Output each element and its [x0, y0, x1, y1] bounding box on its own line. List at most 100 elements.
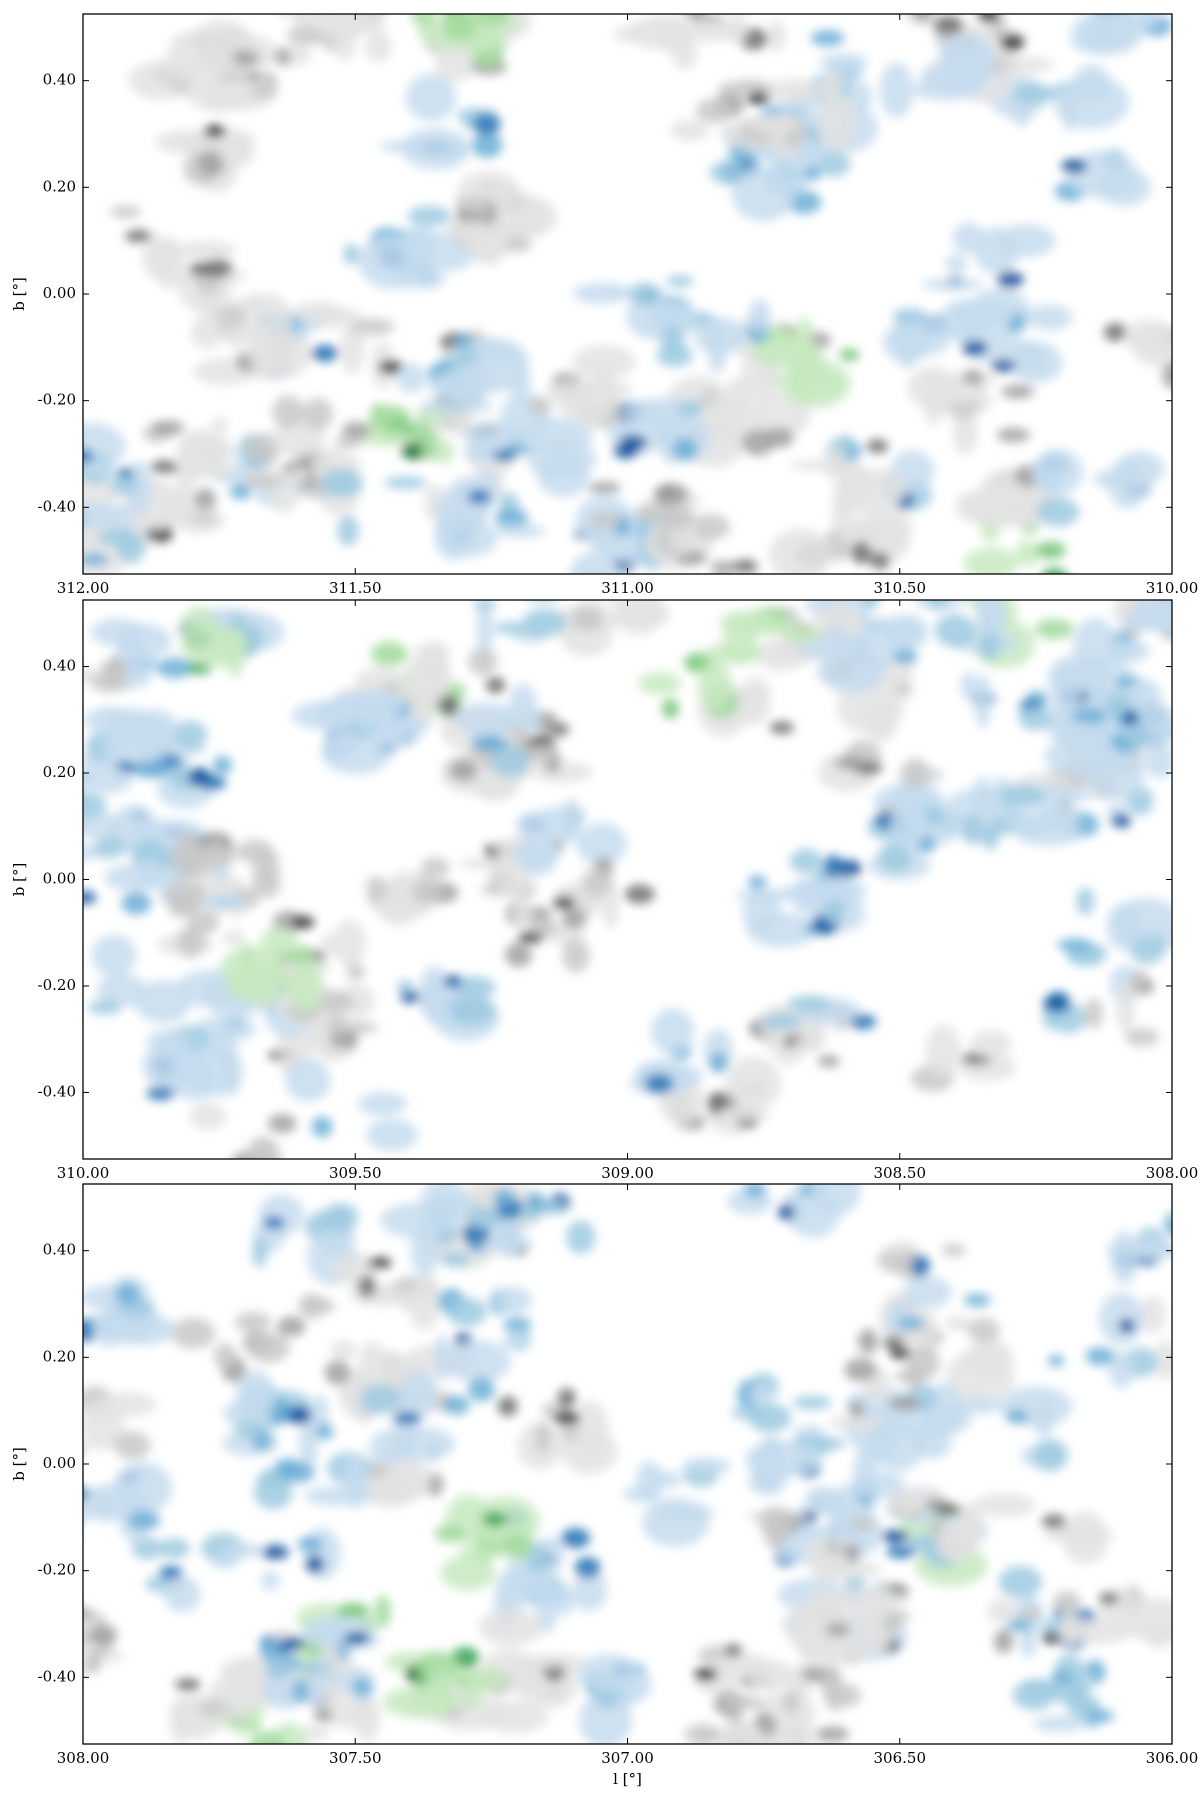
emission-blob [212, 864, 230, 882]
emission-blob [746, 912, 817, 948]
emission-blob [277, 1316, 306, 1337]
emission-blob [819, 53, 869, 71]
emission-blob [396, 363, 426, 393]
emission-blob [512, 895, 533, 932]
emission-blob [173, 1694, 223, 1740]
emission-blob [39, 453, 62, 481]
emission-blob [464, 1667, 509, 1692]
emission-blob [749, 1383, 775, 1404]
emission-blob [819, 647, 884, 694]
emission-blob [890, 798, 928, 849]
emission-blob [520, 1654, 591, 1669]
emission-blob [422, 1673, 456, 1715]
y-tick-label: -0.20 [38, 1561, 76, 1579]
emission-blob [955, 490, 996, 523]
emission-blob [693, 1667, 718, 1682]
emission-blob [710, 560, 740, 574]
emission-blob [526, 1540, 550, 1574]
emission-blob [267, 467, 300, 513]
emission-blob [1078, 671, 1096, 686]
emission-blob [1036, 497, 1080, 527]
emission-blob [492, 1188, 516, 1207]
emission-blob [748, 298, 771, 333]
emission-blob [881, 1610, 903, 1635]
x-tick-label: 311.00 [601, 579, 654, 597]
emission-blob [890, 313, 952, 357]
y-tick-label: 0.40 [43, 71, 76, 89]
emission-blob [789, 176, 809, 191]
emission-blob [219, 137, 255, 168]
x-tick-label: 309.00 [601, 1164, 654, 1182]
emission-blob [353, 1693, 381, 1742]
x-tick-label: 306.50 [874, 1749, 927, 1767]
emission-blob [420, 399, 494, 414]
emission-blob [582, 868, 612, 898]
emission-blob [1000, 33, 1025, 52]
emission-blob [801, 1666, 822, 1682]
emission-blob [936, 1524, 979, 1563]
emission-blob [364, 30, 393, 63]
emission-blob [515, 811, 552, 840]
emission-blob [1180, 337, 1200, 375]
emission-blob [741, 429, 775, 456]
emission-blob [990, 359, 1016, 373]
x-tick-label: 307.00 [601, 1749, 654, 1767]
emission-blob [503, 1533, 532, 1557]
emission-blob [384, 476, 427, 490]
emission-blob [495, 524, 546, 538]
emission-blob [941, 0, 1014, 11]
emission-blob [952, 222, 986, 254]
emission-blob [91, 934, 137, 977]
panel: 308.00 307.50 307.00 306.50 306.00 0.40 0.20 0.… [10, 1183, 1200, 1788]
emission-blob [131, 1537, 164, 1560]
emission-blob [223, 929, 245, 947]
emission-blob [1172, 1349, 1200, 1377]
emission-blob [190, 314, 224, 349]
emission-map [39, 0, 1200, 574]
panel: 312.00 311.50 311.00 310.50 310.00 0.40 0.20 0.… [10, 0, 1200, 597]
emission-blob [441, 1251, 471, 1268]
emission-blob [202, 841, 226, 869]
emission-blob [587, 481, 622, 494]
emission-blob [809, 1587, 875, 1609]
emission-blob [389, 1426, 456, 1460]
emission-blob [1000, 784, 1045, 809]
y-tick-label: 0.20 [43, 763, 76, 781]
emission-blob [163, 1576, 201, 1613]
emission-blob [358, 1091, 407, 1116]
emission-blob [311, 1116, 333, 1138]
emission-blob [684, 1723, 720, 1744]
emission-blob [866, 438, 889, 454]
emission-blob [753, 391, 811, 438]
emission-blob [577, 1654, 641, 1692]
emission-blob [552, 896, 576, 910]
emission-blob [232, 49, 259, 67]
emission-blob [831, 1683, 862, 1707]
emission-blob [227, 323, 246, 351]
emission-blob [1170, 1215, 1172, 1220]
emission-blob [170, 845, 213, 879]
emission-blob [253, 1476, 293, 1510]
emission-blob [518, 1207, 540, 1222]
emission-blob [337, 515, 359, 547]
emission-blob [407, 206, 452, 227]
emission-blob [305, 1555, 325, 1574]
emission-blob [766, 20, 787, 53]
emission-blob [888, 1488, 927, 1514]
emission-blob [416, 1650, 460, 1683]
y-axis-label: b [°] [10, 277, 28, 311]
emission-blob [645, 303, 704, 335]
emission-blob [204, 258, 233, 278]
emission-blob [455, 702, 520, 737]
emission-blob [882, 1336, 905, 1351]
emission-blob [578, 1692, 632, 1744]
x-tick-label: 307.50 [329, 1749, 382, 1767]
emission-blob [934, 1503, 961, 1517]
emission-blob [693, 317, 747, 355]
emission-blob [333, 919, 367, 967]
emission-blob [857, 1328, 879, 1354]
emission-blob [792, 882, 811, 912]
emission-blob [494, 621, 527, 635]
emission-blob [342, 1631, 370, 1645]
x-tick-label: 310.00 [57, 1164, 110, 1182]
